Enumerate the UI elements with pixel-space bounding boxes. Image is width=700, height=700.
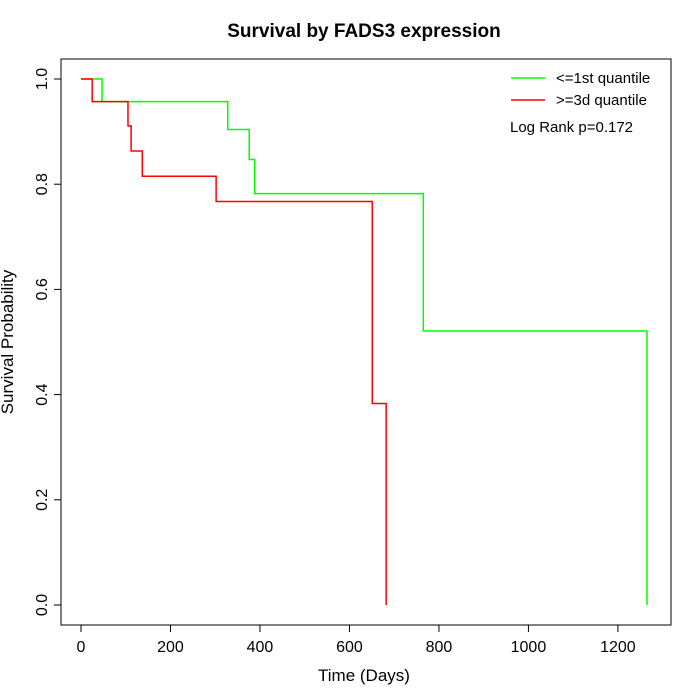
y-tick-label: 1.0 <box>34 68 51 90</box>
x-tick-label: 200 <box>157 639 184 656</box>
legend: <=1st quantile >=3d quantile <box>511 70 650 109</box>
survival-curve-low <box>81 78 648 605</box>
y-tick-label: 0.4 <box>34 383 51 405</box>
x-tick-label: 0 <box>77 639 86 656</box>
survival-curve-high <box>81 78 387 605</box>
x-axis-label: Time (Days) <box>318 666 410 685</box>
y-axis: 0.0 0.2 0.4 0.6 0.8 1.0 <box>34 68 61 616</box>
y-tick-label: 0.8 <box>34 173 51 195</box>
y-tick-label: 0.6 <box>34 278 51 300</box>
series-layer <box>81 78 648 605</box>
y-tick-label: 0.0 <box>34 594 51 616</box>
plot-frame <box>60 58 672 626</box>
chart-title: Survival by FADS3 expression <box>227 21 501 42</box>
legend-label-high: >=3d quantile <box>556 92 647 109</box>
x-tick-label: 600 <box>336 639 363 656</box>
x-axis: 0 200 400 600 800 1000 1200 <box>77 625 636 656</box>
x-tick-label: 800 <box>426 639 453 656</box>
x-tick-label: 1000 <box>511 639 547 656</box>
log-rank-annotation: Log Rank p=0.172 <box>510 119 633 136</box>
y-axis-label: Survival Probability <box>0 269 17 414</box>
y-tick-label: 0.2 <box>34 489 51 511</box>
x-tick-label: 400 <box>247 639 274 656</box>
legend-label-low: <=1st quantile <box>556 70 650 87</box>
x-tick-label: 1200 <box>600 639 636 656</box>
